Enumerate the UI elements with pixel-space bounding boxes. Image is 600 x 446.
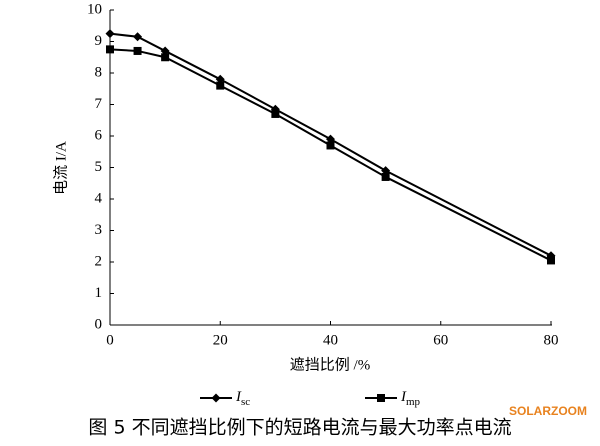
marker xyxy=(381,172,390,181)
marker xyxy=(211,393,221,403)
marker xyxy=(216,81,225,90)
marker xyxy=(377,394,385,402)
x-tick-label: 60 xyxy=(433,332,448,348)
marker xyxy=(133,46,142,55)
y-tick-label: 1 xyxy=(95,285,103,301)
marker xyxy=(547,256,555,265)
y-tick-label: 4 xyxy=(95,190,103,206)
watermark: SOLARZOOM xyxy=(509,404,587,418)
y-tick-label: 2 xyxy=(95,253,103,269)
marker xyxy=(271,109,280,118)
marker xyxy=(160,46,170,56)
y-tick-label: 10 xyxy=(87,1,102,17)
marker xyxy=(161,53,170,62)
x-tick-label: 0 xyxy=(106,332,114,348)
x-axis-title: 遮挡比例 /% xyxy=(290,356,370,373)
y-tick-label: 8 xyxy=(95,64,103,80)
marker xyxy=(546,251,556,261)
y-axis-title: 电流 I/A xyxy=(52,141,69,195)
series-line xyxy=(109,48,552,262)
y-tick-label: 6 xyxy=(95,127,103,143)
marker xyxy=(215,74,225,84)
marker xyxy=(106,45,114,54)
marker xyxy=(326,141,335,150)
y-tick-label: 5 xyxy=(95,159,103,175)
series-line xyxy=(109,32,552,257)
y-tick-label: 3 xyxy=(95,222,103,238)
y-tick-label: 7 xyxy=(95,96,103,112)
legend-label: Imp xyxy=(400,389,421,407)
marker xyxy=(381,166,391,176)
x-tick-label: 20 xyxy=(213,332,228,348)
x-tick-label: 80 xyxy=(544,332,559,348)
marker xyxy=(105,29,115,39)
y-tick-label: 9 xyxy=(95,33,103,49)
legend-label: Isc xyxy=(235,389,250,407)
x-tick-label: 40 xyxy=(323,332,338,348)
y-tick-label: 0 xyxy=(95,316,103,332)
marker xyxy=(326,134,335,144)
caption: 图 5 不同遮挡比例下的短路电流与最大功率点电流 xyxy=(88,417,511,439)
marker xyxy=(133,32,143,42)
